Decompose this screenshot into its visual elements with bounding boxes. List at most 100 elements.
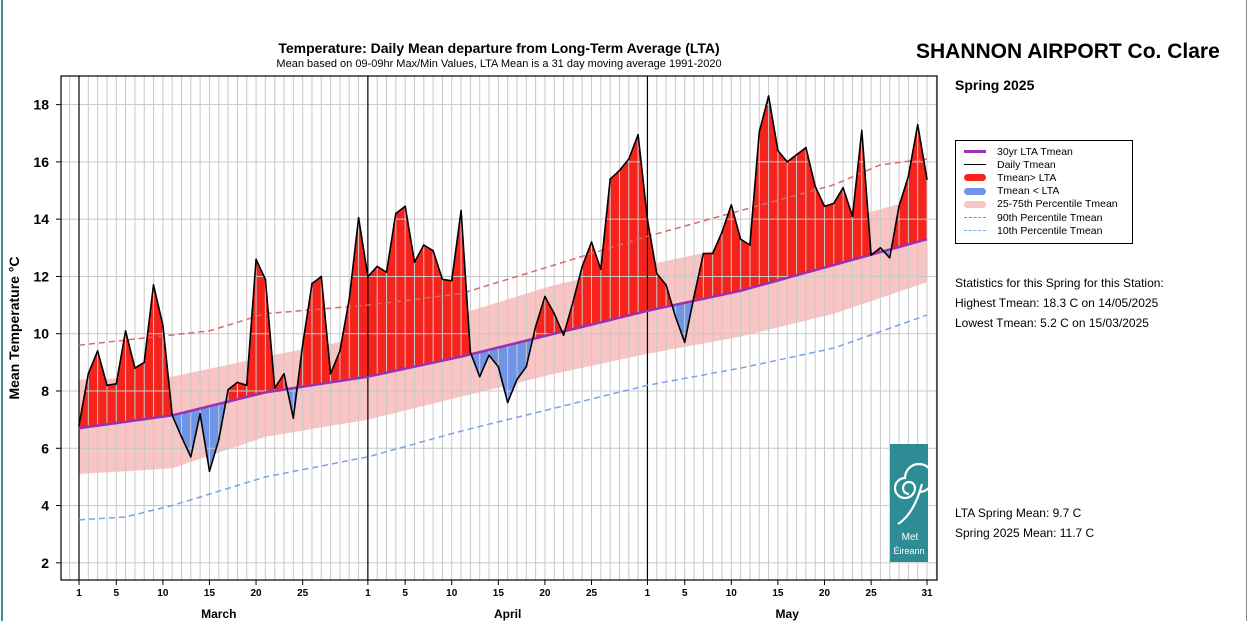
legend-label: 10th Percentile Tmean bbox=[997, 224, 1103, 237]
daily-point bbox=[171, 414, 173, 417]
daily-point bbox=[888, 257, 891, 259]
y-tick-label: 10 bbox=[33, 326, 49, 342]
legend-label: 30yr LTA Tmean bbox=[997, 145, 1073, 158]
season-label: Spring 2025 bbox=[955, 77, 1035, 93]
legend-item: 25-75th Percentile Tmean bbox=[964, 198, 1132, 211]
daily-point bbox=[441, 278, 444, 281]
daily-point bbox=[516, 378, 518, 381]
daily-point bbox=[674, 315, 677, 318]
daily-point bbox=[655, 272, 658, 275]
stats-lta-mean: LTA Spring Mean: 9.7 C bbox=[955, 506, 1082, 520]
daily-point bbox=[805, 146, 807, 149]
legend: 30yr LTA Tmean Daily Tmean Tmean> LTA Tmean… bbox=[955, 140, 1133, 244]
daily-point bbox=[851, 215, 854, 218]
daily-point bbox=[562, 334, 565, 336]
daily-point bbox=[283, 373, 285, 375]
y-tick-label: 14 bbox=[33, 211, 49, 227]
daily-point bbox=[534, 325, 537, 328]
x-tick-label: 15 bbox=[772, 588, 784, 599]
daily-point bbox=[488, 354, 490, 357]
daily-point bbox=[814, 185, 816, 188]
daily-point bbox=[600, 268, 602, 271]
y-tick-label: 6 bbox=[41, 440, 49, 456]
x-tick-label: 10 bbox=[446, 588, 458, 599]
daily-point bbox=[273, 387, 276, 389]
daily-point bbox=[823, 205, 826, 208]
daily-point bbox=[842, 186, 844, 189]
daily-point bbox=[553, 312, 556, 315]
daily-point bbox=[329, 373, 332, 375]
daily-point bbox=[739, 238, 742, 241]
daily-point bbox=[795, 153, 798, 156]
x-tick-label: 25 bbox=[297, 588, 309, 599]
daily-point bbox=[96, 350, 99, 352]
daily-point bbox=[236, 381, 239, 384]
stats-highest: Highest Tmean: 18.3 C on 14/05/2025 bbox=[955, 296, 1159, 310]
x-tick-label: 20 bbox=[539, 588, 551, 599]
daily-point bbox=[646, 218, 649, 220]
daily-point bbox=[916, 123, 919, 126]
month-label: March bbox=[201, 607, 236, 621]
daily-point bbox=[134, 367, 136, 369]
x-tick-label: 15 bbox=[493, 588, 505, 599]
p90-line bbox=[78, 158, 928, 346]
daily-point bbox=[292, 417, 295, 420]
daily-point bbox=[395, 212, 397, 215]
month-label: May bbox=[776, 607, 800, 621]
legend-label: 90th Percentile Tmean bbox=[997, 211, 1103, 224]
daily-point bbox=[217, 438, 220, 441]
daily-point bbox=[301, 344, 304, 346]
daily-point bbox=[422, 244, 425, 246]
x-tick-label: 25 bbox=[866, 588, 878, 599]
x-tick-label: 31 bbox=[921, 588, 933, 599]
daily-point bbox=[115, 383, 118, 385]
x-tick-label: 10 bbox=[157, 588, 169, 599]
daily-point bbox=[348, 298, 351, 301]
daily-tmean-line bbox=[78, 95, 928, 473]
y-tick-label: 4 bbox=[41, 498, 49, 514]
daily-point bbox=[544, 295, 546, 298]
legend-item: Tmean < LTA bbox=[964, 185, 1132, 198]
station-name: SHANNON AIRPORT Co. Clare bbox=[916, 40, 1220, 63]
daily-point bbox=[367, 275, 369, 278]
chart-title: Temperature: Daily Mean departure from L… bbox=[278, 40, 719, 56]
daily-point bbox=[711, 252, 714, 255]
daily-point bbox=[143, 361, 146, 364]
x-tick-label: 1 bbox=[76, 588, 82, 599]
svg-text:Met: Met bbox=[902, 532, 919, 543]
daily-point bbox=[572, 301, 574, 304]
daily-point bbox=[879, 247, 882, 249]
daily-point bbox=[777, 149, 779, 152]
daily-point bbox=[609, 178, 611, 180]
legend-swatch bbox=[964, 150, 988, 154]
daily-point bbox=[469, 351, 472, 354]
y-axis-label: Mean Temperature °C bbox=[6, 256, 22, 399]
stats-heading: Statistics for this Spring for this Stat… bbox=[955, 276, 1164, 290]
daily-point bbox=[907, 175, 910, 178]
y-tick-label: 16 bbox=[33, 154, 49, 170]
daily-point bbox=[320, 275, 323, 278]
daily-point bbox=[124, 330, 127, 332]
svg-text:Éireann: Éireann bbox=[893, 546, 924, 556]
daily-point bbox=[478, 375, 481, 378]
daily-point bbox=[339, 350, 341, 352]
daily-point bbox=[227, 388, 229, 391]
x-tick-label: 1 bbox=[645, 588, 651, 599]
y-tick-label: 18 bbox=[33, 97, 49, 113]
stats-season-mean: Spring 2025 Mean: 11.7 C bbox=[955, 526, 1095, 540]
legend-item: 90th Percentile Tmean bbox=[964, 211, 1132, 224]
daily-point bbox=[721, 231, 723, 233]
daily-point bbox=[683, 341, 686, 344]
daily-point bbox=[581, 265, 584, 268]
legend-swatch bbox=[964, 174, 988, 182]
legend-swatch bbox=[964, 164, 988, 166]
daily-point bbox=[357, 216, 360, 219]
lta-line bbox=[78, 237, 928, 430]
daily-point bbox=[833, 202, 835, 205]
p10-line bbox=[78, 314, 928, 521]
legend-swatch bbox=[964, 200, 988, 208]
met-eireann-logo: Met Éireann bbox=[890, 444, 935, 562]
y-tick-label: 12 bbox=[33, 268, 49, 284]
